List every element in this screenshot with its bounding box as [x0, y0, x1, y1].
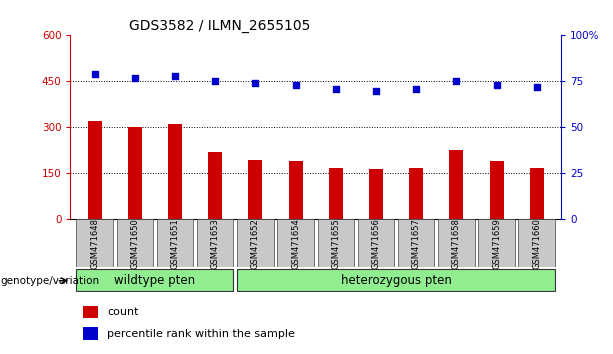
- Bar: [128, 126, 142, 219]
- Point: [452, 79, 462, 84]
- Point: [492, 82, 501, 88]
- Text: heterozygous pten: heterozygous pten: [341, 274, 452, 286]
- Point: [331, 86, 341, 92]
- Bar: [77, 219, 113, 267]
- Bar: [237, 269, 555, 291]
- Point: [411, 86, 421, 92]
- Text: GSM471652: GSM471652: [251, 218, 260, 269]
- Bar: [116, 219, 153, 267]
- Bar: [478, 219, 515, 267]
- Bar: [197, 219, 234, 267]
- Text: GSM471658: GSM471658: [452, 218, 461, 269]
- Point: [291, 82, 300, 88]
- Point: [170, 73, 180, 79]
- Point: [130, 75, 140, 81]
- Bar: [208, 152, 223, 219]
- Bar: [490, 161, 504, 219]
- Text: GSM471656: GSM471656: [371, 218, 381, 269]
- Bar: [83, 327, 98, 340]
- Text: GSM471659: GSM471659: [492, 218, 501, 269]
- Point: [532, 84, 542, 90]
- Bar: [438, 219, 474, 267]
- Bar: [358, 219, 394, 267]
- Text: GSM471660: GSM471660: [532, 218, 541, 269]
- Text: GSM471655: GSM471655: [331, 218, 340, 269]
- Bar: [318, 219, 354, 267]
- Text: GSM471651: GSM471651: [170, 218, 180, 269]
- Text: GSM471650: GSM471650: [131, 218, 139, 269]
- Bar: [168, 124, 182, 219]
- Text: wildtype pten: wildtype pten: [115, 274, 196, 286]
- Bar: [289, 161, 303, 219]
- Bar: [83, 306, 98, 318]
- Point: [210, 79, 220, 84]
- Bar: [369, 169, 383, 219]
- Text: GSM471657: GSM471657: [412, 218, 421, 269]
- Text: GDS3582 / ILMN_2655105: GDS3582 / ILMN_2655105: [129, 19, 311, 33]
- Bar: [77, 269, 234, 291]
- Text: percentile rank within the sample: percentile rank within the sample: [107, 329, 295, 338]
- Text: count: count: [107, 307, 139, 317]
- Bar: [409, 168, 423, 219]
- Text: GSM471654: GSM471654: [291, 218, 300, 269]
- Bar: [519, 219, 555, 267]
- Bar: [88, 121, 102, 219]
- Bar: [329, 168, 343, 219]
- Text: GSM471648: GSM471648: [90, 218, 99, 269]
- Bar: [530, 168, 544, 219]
- Point: [251, 80, 261, 86]
- Bar: [248, 160, 262, 219]
- Point: [371, 88, 381, 93]
- Bar: [277, 219, 314, 267]
- Bar: [157, 219, 193, 267]
- Bar: [449, 150, 463, 219]
- Text: GSM471653: GSM471653: [211, 218, 219, 269]
- Bar: [398, 219, 435, 267]
- Point: [89, 71, 99, 77]
- Text: genotype/variation: genotype/variation: [1, 276, 100, 286]
- Bar: [237, 219, 273, 267]
